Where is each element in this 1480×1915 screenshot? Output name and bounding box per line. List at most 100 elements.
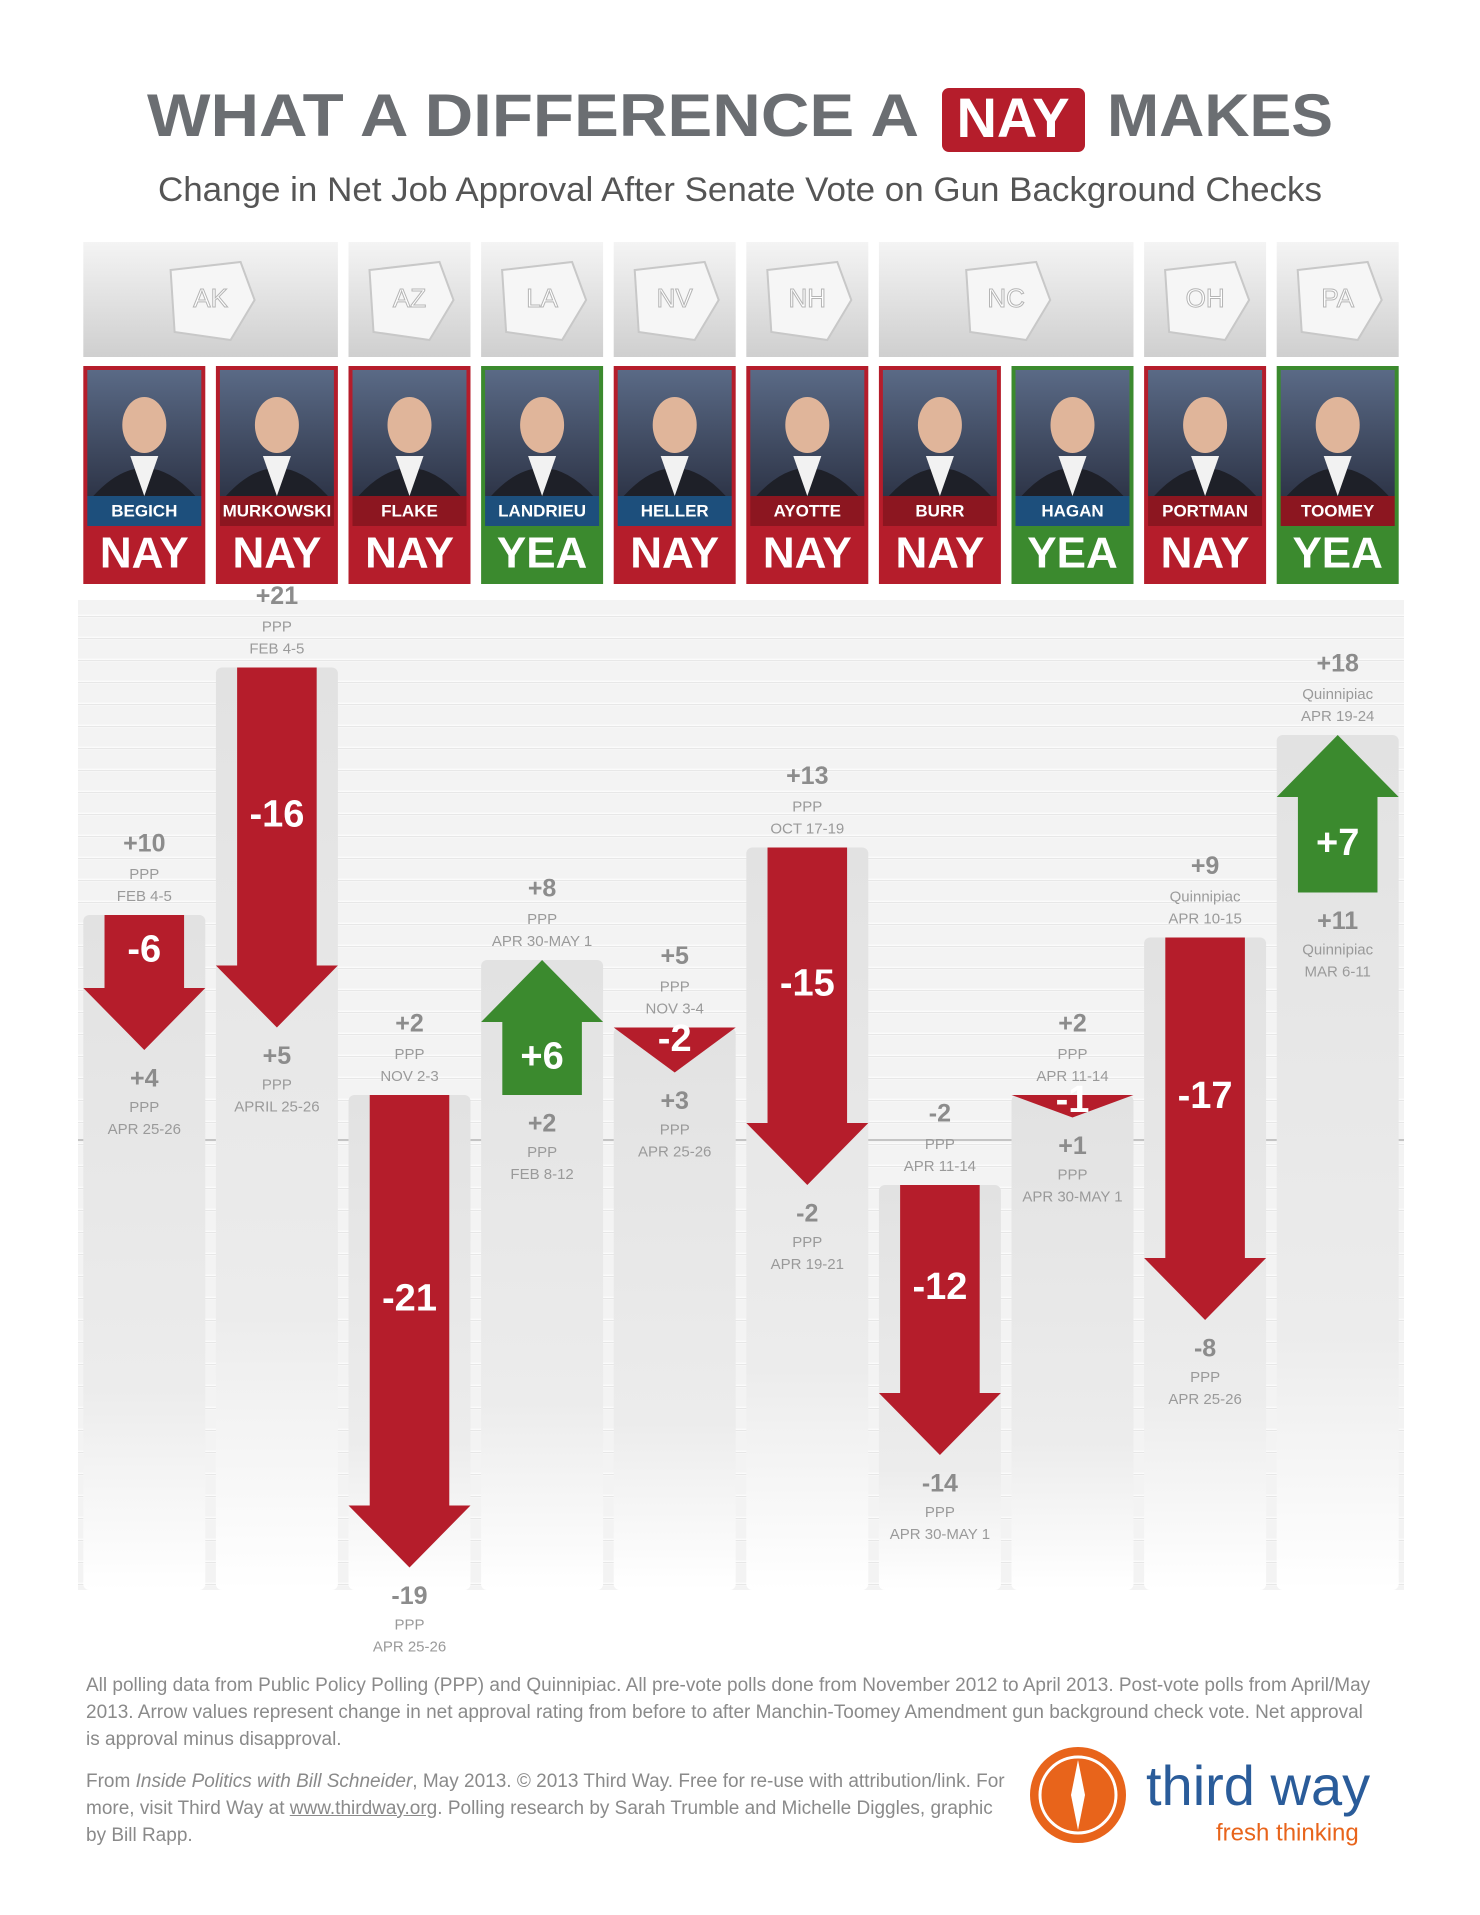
vote-label: NAY — [630, 529, 719, 578]
poll-value: +5 — [263, 1042, 292, 1070]
state-label: LA — [526, 283, 558, 313]
senator-name: FLAKE — [381, 501, 438, 520]
state-shape — [368, 260, 455, 342]
state-label: PA — [1321, 283, 1354, 313]
poll-source: PPP — [129, 1099, 159, 1116]
change-label: -15 — [780, 962, 835, 1004]
state-label: NV — [657, 283, 694, 313]
poll-value: +4 — [130, 1065, 159, 1093]
poll-value: -14 — [922, 1470, 958, 1498]
poll-value: +5 — [660, 942, 689, 970]
state-shape — [965, 260, 1052, 342]
column-backdrop — [1276, 735, 1399, 1590]
poll-source: Quinnipiac — [1302, 941, 1373, 958]
change-arrow — [1011, 1095, 1134, 1118]
poll-date: APR 11-14 — [904, 1158, 976, 1175]
poll-value: +10 — [123, 830, 165, 858]
poll-source: PPP — [1057, 1046, 1087, 1063]
senator-name: BURR — [915, 501, 964, 520]
change-arrow — [613, 1027, 736, 1073]
poll-value: +2 — [1058, 1010, 1087, 1038]
logo-ring — [1038, 1755, 1118, 1835]
poll-value: +1 — [1058, 1132, 1087, 1160]
portrait-head — [917, 397, 962, 453]
name-banner — [750, 496, 865, 526]
poll-value: -19 — [391, 1582, 427, 1610]
senator-name: LANDRIEU — [498, 501, 586, 520]
name-banner — [219, 496, 334, 526]
poll-source: PPP — [925, 1504, 955, 1521]
change-label: -1 — [1056, 1079, 1090, 1121]
footer-notes: All polling data from Public Policy Poll… — [86, 1675, 1371, 1750]
poll-value: +2 — [395, 1010, 424, 1038]
poll-value: +11 — [1317, 907, 1358, 935]
poll-source: PPP — [527, 911, 557, 928]
poll-source: PPP — [394, 1616, 424, 1633]
change-arrow — [1276, 735, 1399, 893]
poll-date: APR 25-26 — [108, 1121, 181, 1138]
change-arrow — [348, 1095, 471, 1568]
poll-source: PPP — [262, 618, 292, 635]
column-backdrop — [1011, 1095, 1134, 1590]
portrait-head — [652, 397, 697, 453]
portrait-shirt — [395, 456, 424, 496]
state-shape — [169, 260, 256, 342]
poll-value: +8 — [528, 875, 557, 903]
poll-value: +21 — [256, 582, 299, 610]
name-banner — [1015, 496, 1130, 526]
poll-date: APR 30-MAY 1 — [492, 933, 592, 950]
logo-tagline: fresh thinking — [1216, 1819, 1359, 1846]
state-label: NH — [789, 283, 827, 313]
portrait-shirt — [130, 456, 159, 496]
change-label: +7 — [1316, 822, 1359, 864]
poll-source: PPP — [925, 1136, 955, 1153]
portrait-shirt — [1058, 456, 1087, 496]
portrait-shirt — [528, 456, 557, 496]
footer-credit: From Inside Politics with Bill Schneider… — [86, 1768, 1016, 1849]
poll-source: PPP — [1057, 1166, 1087, 1183]
poll-source: PPP — [660, 978, 690, 995]
poll-source: Quinnipiac — [1302, 686, 1373, 703]
vote-label: NAY — [1161, 529, 1250, 578]
poll-date: MAR 6-11 — [1304, 963, 1370, 980]
vote-label: NAY — [100, 529, 189, 578]
poll-value: +2 — [528, 1110, 557, 1138]
change-label: +6 — [520, 1036, 563, 1078]
logo-name: third way — [1146, 1754, 1370, 1817]
credit-text: From — [86, 1771, 136, 1792]
subtitle: Change in Net Job Approval After Senate … — [158, 171, 1322, 209]
poll-value: -2 — [796, 1200, 818, 1228]
credit-link[interactable]: www.thirdway.org — [289, 1798, 438, 1819]
poll-date: APR 25-26 — [1168, 1391, 1241, 1408]
poll-date: NOV 2-3 — [380, 1068, 438, 1085]
portrait-head — [1050, 397, 1095, 453]
title: MAKES — [1107, 82, 1333, 149]
title-highlight — [942, 88, 1085, 152]
name-banner — [352, 496, 467, 526]
poll-source: PPP — [262, 1076, 292, 1093]
senator-name: TOOMEY — [1301, 501, 1375, 520]
portrait-shirt — [660, 456, 689, 496]
poll-source: PPP — [660, 1121, 690, 1138]
poll-source: PPP — [792, 1234, 822, 1251]
credit-source: Inside Politics with Bill Schneider — [135, 1771, 413, 1792]
poll-date: APR 11-14 — [1036, 1068, 1108, 1085]
portrait-head — [785, 397, 830, 453]
change-label: -12 — [912, 1266, 967, 1308]
vote-label: NAY — [895, 529, 984, 578]
poll-value: +13 — [786, 762, 828, 790]
change-arrow — [215, 667, 338, 1028]
title: WHAT A DIFFERENCE A — [147, 82, 919, 149]
portrait-head — [122, 397, 167, 453]
change-label: -16 — [249, 794, 304, 836]
change-label: -6 — [127, 929, 161, 971]
change-label: -2 — [658, 1018, 692, 1060]
change-label: -17 — [1178, 1075, 1233, 1117]
credit-text: , May 2013. © 2013 Third Way. Free for r… — [86, 1771, 1005, 1819]
poll-date: FEB 4-5 — [249, 640, 304, 657]
state-label: AK — [193, 283, 228, 313]
senator-name: MURKOWSKI — [223, 501, 332, 520]
name-banner — [1148, 496, 1263, 526]
